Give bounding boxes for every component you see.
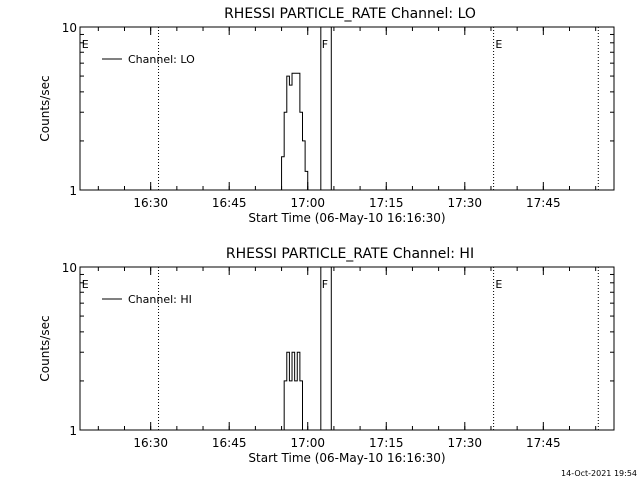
chart-title: RHESSI PARTICLE_RATE Channel: LO: [224, 6, 476, 22]
x-tick-label: 16:30: [133, 196, 168, 210]
y-tick-label: 1: [69, 424, 77, 438]
x-tick-label: 17:45: [526, 436, 561, 450]
x-axis-label: Start Time (06-May-10 16:16:30): [248, 451, 445, 465]
y-axis-label: Counts/sec: [38, 75, 52, 141]
timestamp: 14-Oct-2021 19:54: [561, 469, 637, 478]
series-line: [282, 352, 306, 430]
x-tick-label: 16:45: [212, 436, 247, 450]
flag-annotation: F: [322, 278, 328, 291]
panel-lo: RHESSI PARTICLE_RATE Channel: LO 1 10 Count…: [38, 6, 614, 225]
plot-frame: [80, 27, 614, 190]
y-tick-label: 1: [69, 184, 77, 198]
flag-annotation: E: [82, 38, 89, 51]
x-tick-label: 17:15: [369, 196, 404, 210]
x-tick-label: 17:00: [290, 196, 325, 210]
series-line: [279, 73, 310, 190]
legend-label: Channel: HI: [128, 293, 192, 306]
x-tick-label: 17:15: [369, 436, 404, 450]
x-tick-label: 16:30: [133, 436, 168, 450]
x-axis-label: Start Time (06-May-10 16:16:30): [248, 211, 445, 225]
x-tick-label: 17:30: [447, 436, 482, 450]
x-tick-label: 17:30: [447, 196, 482, 210]
chart-title: RHESSI PARTICLE_RATE Channel: HI: [226, 246, 474, 262]
flag-annotation: E: [495, 278, 502, 291]
y-tick-label: 10: [62, 21, 77, 35]
x-tick-label: 17:00: [290, 436, 325, 450]
y-axis-label: Counts/sec: [38, 315, 52, 381]
flag-annotation: E: [82, 278, 89, 291]
panel-hi: RHESSI PARTICLE_RATE Channel: HI 1 10 Count…: [38, 246, 614, 465]
plot-frame: [80, 267, 614, 430]
flag-annotation: F: [322, 38, 328, 51]
x-tick-label: 16:45: [212, 196, 247, 210]
x-tick-label: 17:45: [526, 196, 561, 210]
legend-label: Channel: LO: [128, 53, 195, 66]
flag-annotation: E: [495, 38, 502, 51]
y-tick-label: 10: [62, 261, 77, 275]
